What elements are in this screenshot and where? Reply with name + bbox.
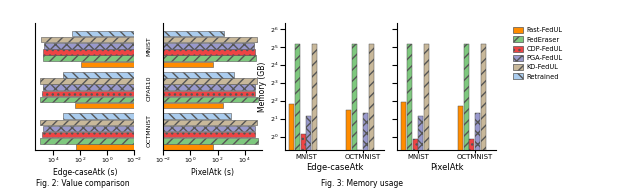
Bar bbox=[54, 132, 255, 137]
Bar bbox=[54, 138, 258, 144]
Bar bbox=[43, 84, 243, 90]
Legend: Fast-FedUL, FedEraser, CDP-FedUL, PGA-FedUL, KD-FedUL, Retrained: Fast-FedUL, FedEraser, CDP-FedUL, PGA-Fe… bbox=[512, 26, 563, 80]
Bar bbox=[469, 139, 474, 192]
Bar bbox=[42, 91, 243, 96]
Bar bbox=[475, 113, 480, 192]
Bar bbox=[54, 72, 234, 78]
Bar bbox=[54, 126, 255, 131]
Bar bbox=[458, 106, 463, 192]
Y-axis label: Memory (GB): Memory (GB) bbox=[259, 61, 268, 112]
Bar bbox=[44, 43, 243, 49]
Bar bbox=[352, 44, 357, 192]
Bar bbox=[401, 102, 406, 192]
Bar bbox=[40, 97, 243, 102]
Bar bbox=[54, 120, 257, 125]
X-axis label: Edge-caseAtk: Edge-caseAtk bbox=[306, 163, 363, 172]
Bar bbox=[44, 49, 243, 55]
Bar bbox=[43, 126, 243, 131]
Bar bbox=[289, 104, 294, 192]
Bar bbox=[63, 113, 243, 119]
Bar bbox=[54, 84, 255, 90]
Bar bbox=[54, 78, 257, 84]
Bar bbox=[481, 44, 486, 192]
Bar bbox=[486, 155, 492, 192]
Bar bbox=[407, 44, 412, 192]
Bar bbox=[54, 31, 224, 36]
Text: CIFAR10: CIFAR10 bbox=[147, 76, 151, 101]
Bar bbox=[307, 116, 312, 192]
Bar bbox=[54, 55, 256, 61]
Bar bbox=[312, 44, 317, 192]
Bar bbox=[369, 44, 374, 192]
Bar bbox=[76, 144, 243, 150]
Bar bbox=[374, 155, 380, 192]
Bar bbox=[301, 134, 306, 192]
Bar bbox=[424, 44, 429, 192]
Bar bbox=[429, 155, 435, 192]
Bar bbox=[363, 113, 368, 192]
Bar bbox=[413, 139, 418, 192]
X-axis label: PixelAtk: PixelAtk bbox=[429, 163, 463, 172]
Bar bbox=[54, 113, 231, 119]
Bar bbox=[54, 37, 257, 42]
Bar bbox=[72, 31, 243, 36]
Bar bbox=[419, 116, 424, 192]
Bar bbox=[54, 144, 214, 150]
Bar bbox=[40, 78, 243, 84]
Bar bbox=[43, 55, 243, 61]
Text: Fig. 3: Memory usage: Fig. 3: Memory usage bbox=[321, 179, 403, 188]
X-axis label: PixelAtk (s): PixelAtk (s) bbox=[191, 168, 234, 177]
Bar bbox=[295, 44, 300, 192]
Bar bbox=[357, 150, 362, 192]
Bar bbox=[42, 132, 243, 137]
Bar bbox=[54, 62, 214, 67]
Text: Fig. 2: Value comparison: Fig. 2: Value comparison bbox=[36, 179, 130, 188]
Text: OCTMNIST: OCTMNIST bbox=[147, 114, 151, 147]
Bar bbox=[54, 103, 223, 108]
Bar bbox=[54, 97, 258, 102]
Bar bbox=[346, 110, 351, 192]
Bar bbox=[63, 72, 243, 78]
Bar bbox=[317, 155, 323, 192]
Bar bbox=[81, 62, 243, 67]
Bar bbox=[54, 91, 255, 96]
Bar bbox=[54, 49, 255, 55]
Text: MNIST: MNIST bbox=[147, 36, 151, 56]
Bar bbox=[54, 43, 253, 49]
Bar bbox=[40, 120, 243, 125]
Bar bbox=[41, 37, 243, 42]
Bar bbox=[464, 44, 469, 192]
Bar bbox=[40, 138, 243, 144]
X-axis label: Edge-caseAtk (s): Edge-caseAtk (s) bbox=[52, 168, 117, 177]
Bar bbox=[75, 103, 243, 108]
